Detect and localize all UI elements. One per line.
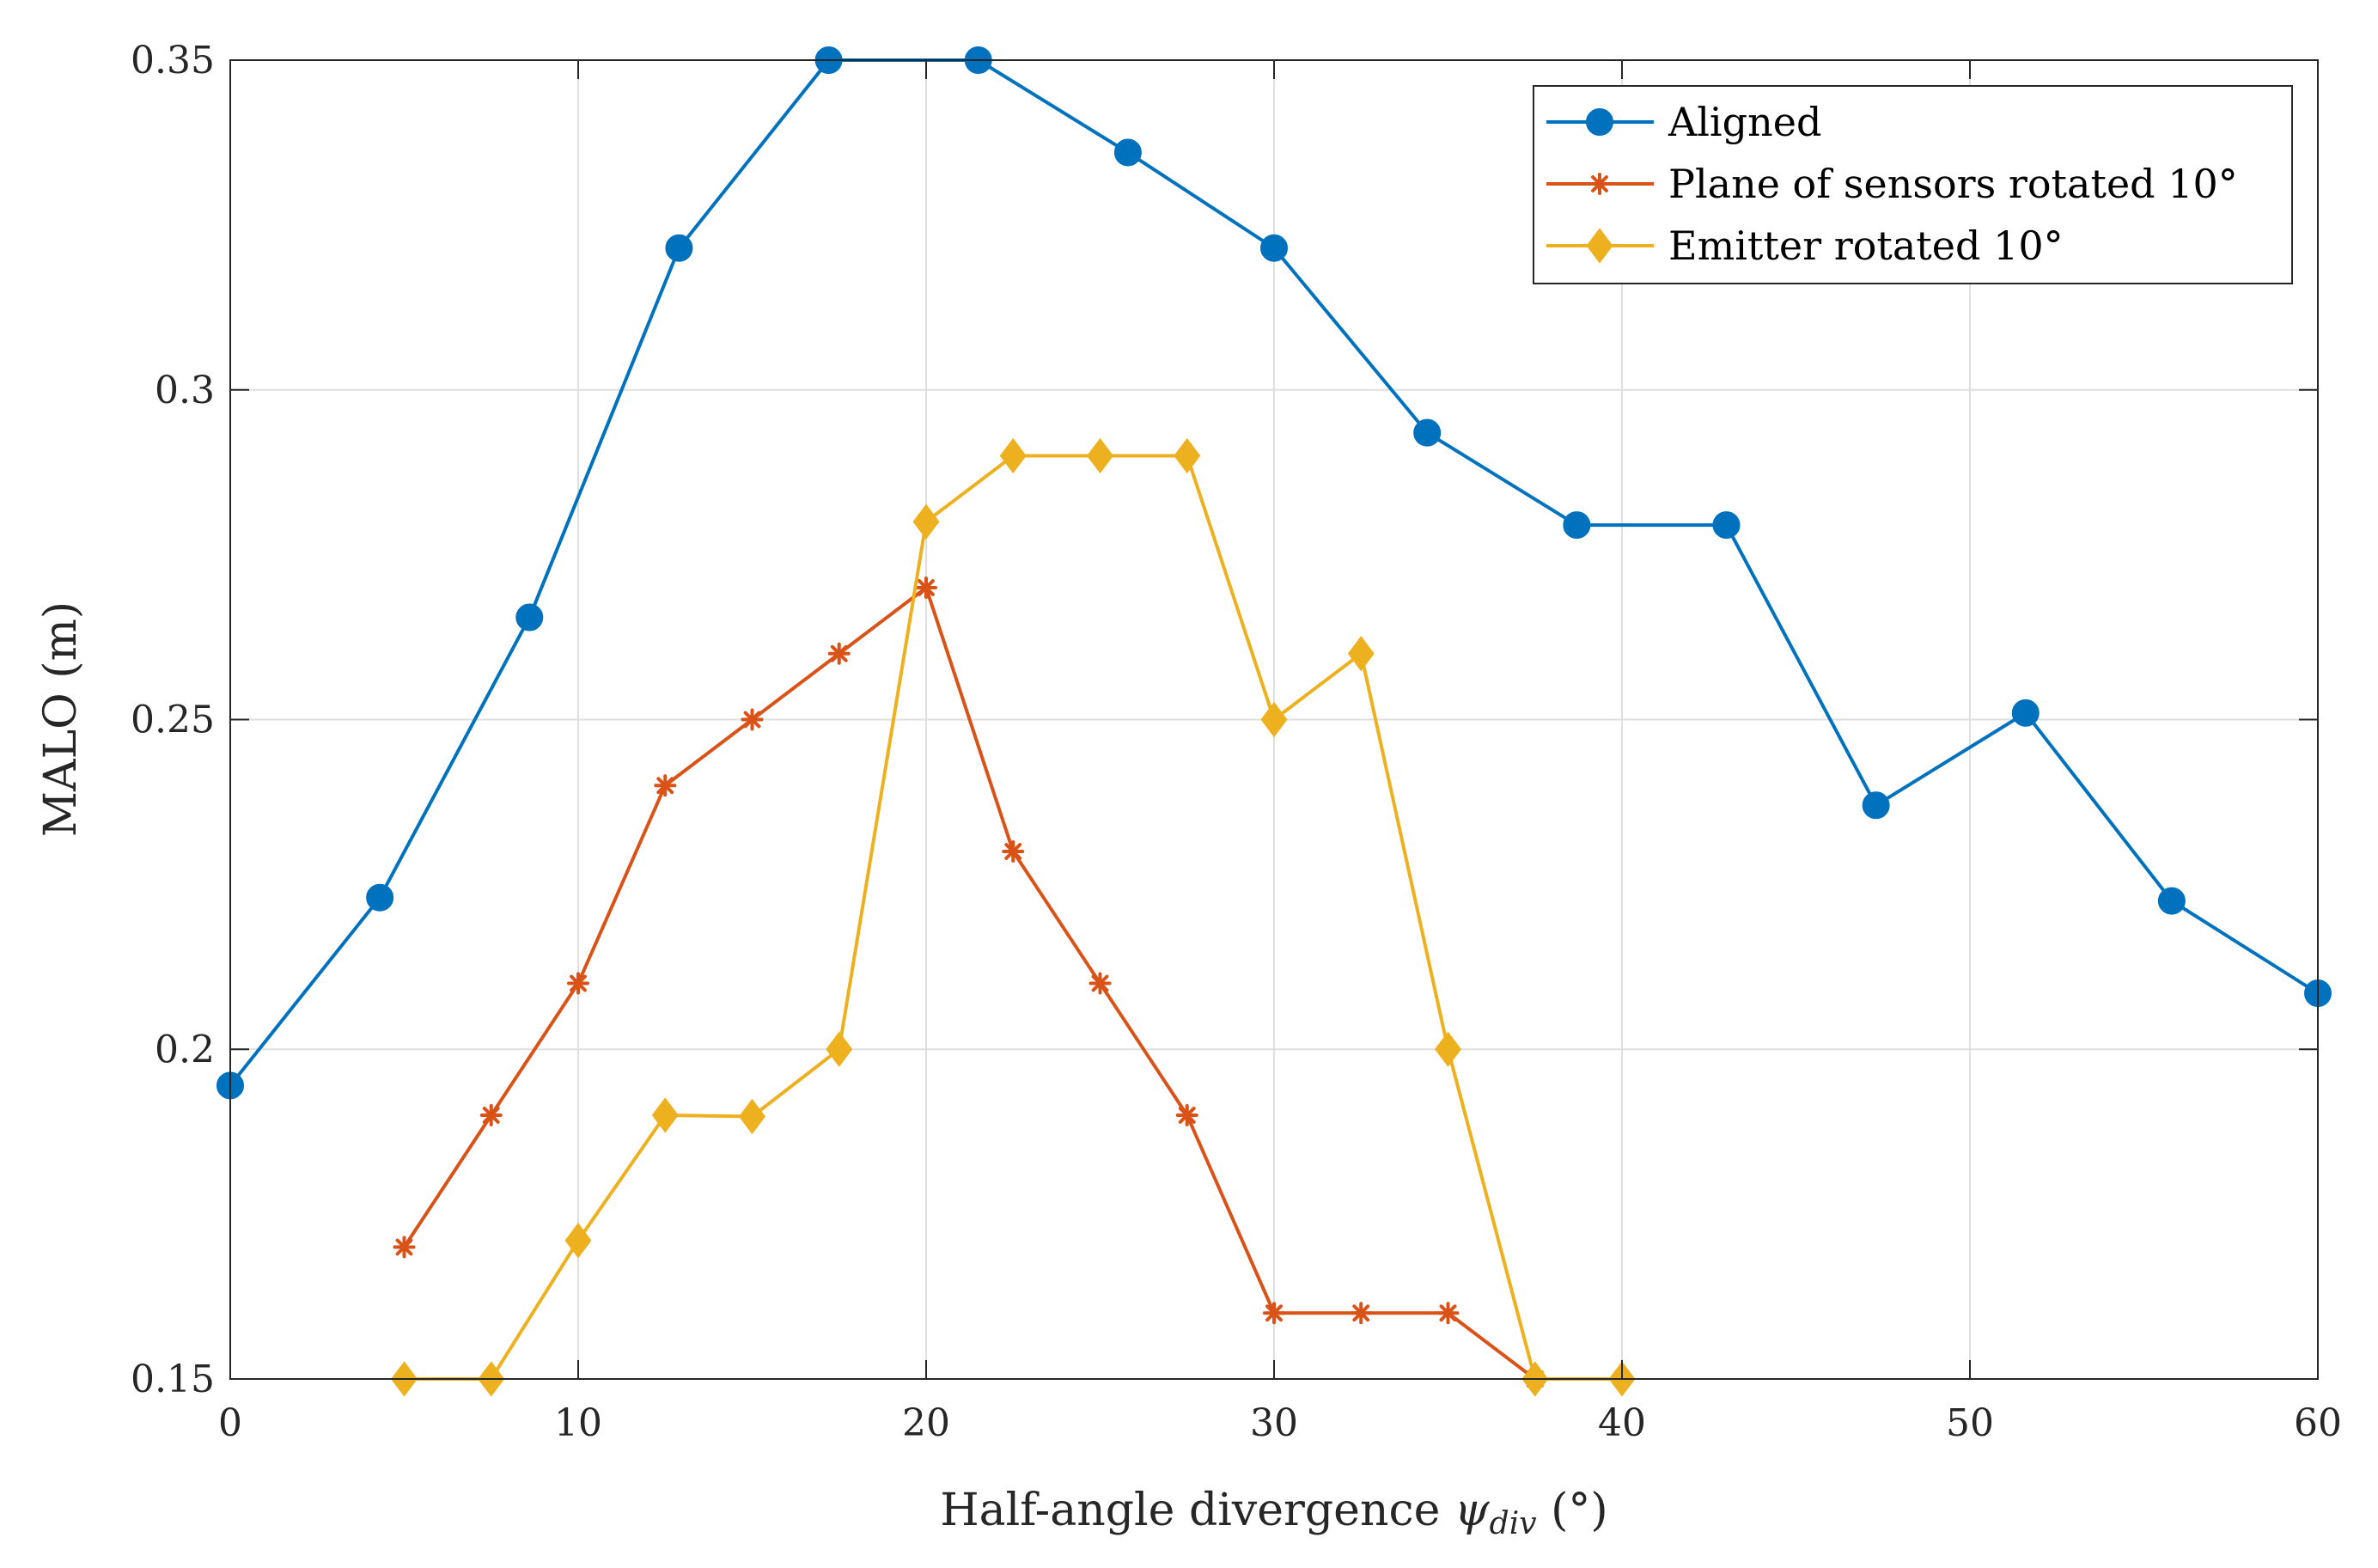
series-line — [402, 586, 1536, 1381]
x-axis-label-symbol: ψ — [1454, 1485, 1491, 1536]
x-tick-label: 10 — [554, 1401, 602, 1445]
data-point — [567, 972, 589, 995]
data-point — [1002, 840, 1025, 863]
data-point — [912, 503, 940, 540]
asterisk-stroke — [656, 777, 674, 795]
asterisk-stroke — [1091, 974, 1109, 992]
ticks — [229, 59, 2319, 1380]
data-point — [393, 1235, 416, 1259]
data-point — [366, 883, 394, 912]
series-1 — [216, 46, 2332, 1100]
data-point — [2011, 699, 2040, 727]
data-point — [1435, 1031, 1461, 1067]
x-axis-label-text: Half-angle divergence — [940, 1485, 1440, 1536]
data-point — [654, 774, 677, 797]
data-point — [1436, 1302, 1460, 1325]
data-point — [739, 1098, 765, 1135]
data-point — [1350, 1302, 1373, 1325]
data-point — [665, 234, 693, 262]
legend-label: Aligned — [1668, 99, 1821, 145]
data-point — [1260, 701, 1288, 738]
legend-item-2: Plane of sensors rotated 10° — [1546, 161, 2238, 207]
asterisk-stroke — [1591, 175, 1608, 192]
data-point — [479, 1104, 503, 1126]
data-point — [1260, 234, 1288, 262]
data-point — [1712, 511, 1741, 540]
data-point — [1347, 636, 1375, 672]
series-2 — [393, 577, 1546, 1390]
data-point — [1175, 1104, 1198, 1126]
y-tick-label: 0.15 — [131, 1358, 215, 1401]
y-tick-label: 0.35 — [131, 39, 215, 82]
tick-labels: 0 10 20 30 40 50 60 0.15 0.2 0.25 0.3 0.35 — [131, 39, 2342, 1445]
data-point — [1088, 972, 1112, 995]
x-tick-label: 40 — [1598, 1401, 1646, 1445]
asterisk-stroke — [1178, 1107, 1196, 1124]
data-point — [1862, 791, 1890, 820]
legend-item-3: Emitter rotated 10° — [1546, 223, 2064, 269]
data-point — [1413, 418, 1442, 447]
y-axis-label: MALO (m) — [35, 601, 87, 837]
data-point — [515, 603, 544, 631]
x-axis-label-unit: (°) — [1551, 1485, 1608, 1536]
data-point — [1563, 511, 1591, 540]
asterisk-stroke — [1439, 1304, 1457, 1322]
legend-marker — [1586, 228, 1613, 264]
x-axis-label-subscript: div — [1490, 1506, 1537, 1541]
asterisk-stroke — [1004, 843, 1022, 860]
asterisk-stroke — [918, 579, 935, 596]
y-tick-label: 0.2 — [155, 1028, 215, 1071]
data-point — [999, 437, 1027, 474]
legend-box — [1533, 85, 2293, 284]
legend-items: Aligned Plane of sensors rotated 10° Emitt… — [1546, 99, 2238, 269]
asterisk-stroke — [395, 1238, 413, 1256]
asterisk-stroke — [482, 1107, 500, 1124]
asterisk-stroke — [743, 711, 761, 729]
legend-label: Emitter rotated 10° — [1668, 223, 2064, 269]
asterisk-stroke — [570, 974, 587, 992]
x-axis-label: Half-angle divergence ψdiv (°) — [940, 1485, 1607, 1541]
y-tick-label: 0.3 — [155, 369, 215, 412]
x-tick-label: 0 — [218, 1401, 242, 1445]
data-point — [2157, 887, 2186, 915]
data-point — [826, 1031, 853, 1067]
data-point — [1113, 138, 1142, 167]
y-tick-label: 0.25 — [131, 699, 215, 742]
data-point — [1263, 1302, 1285, 1325]
data-point — [1087, 437, 1113, 474]
asterisk-stroke — [1352, 1304, 1370, 1322]
legend-marker — [1588, 173, 1611, 195]
asterisk-stroke — [1265, 1304, 1283, 1322]
data-point — [651, 1097, 679, 1133]
legend-label: Plane of sensors rotated 10° — [1668, 161, 2238, 207]
legend-marker — [1586, 108, 1613, 136]
legend-item-1: Aligned — [1546, 99, 1821, 145]
asterisk-stroke — [830, 644, 848, 662]
x-tick-label: 60 — [2294, 1401, 2342, 1445]
x-tick-label: 30 — [1250, 1401, 1298, 1445]
x-tick-label: 20 — [902, 1401, 950, 1445]
x-tick-label: 50 — [1946, 1401, 1994, 1445]
data-point — [915, 577, 937, 599]
data-point — [564, 1223, 592, 1259]
data-point — [741, 708, 764, 731]
data-point — [1174, 437, 1201, 474]
data-point — [827, 642, 851, 665]
legend: Aligned Plane of sensors rotated 10° Emitt… — [1533, 85, 2293, 284]
